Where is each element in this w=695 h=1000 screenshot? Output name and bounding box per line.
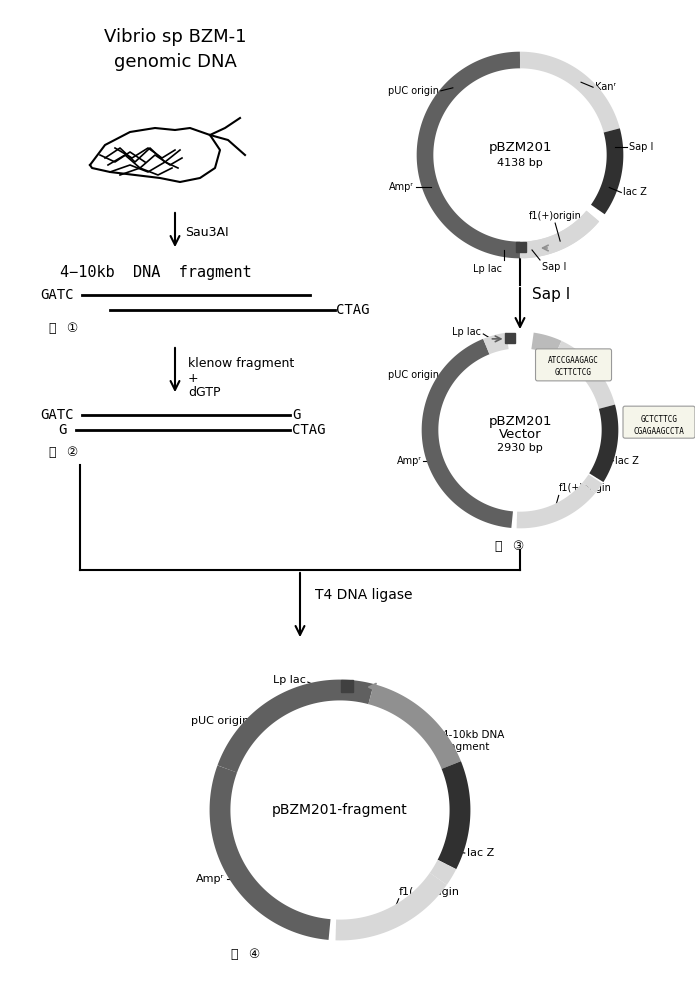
Text: Sau3AI: Sau3AI	[185, 226, 229, 238]
Bar	[341, 680, 353, 692]
Text: f1(+)origin: f1(+)origin	[559, 483, 612, 493]
Text: 图: 图	[494, 540, 502, 553]
Text: pUC origin: pUC origin	[388, 86, 439, 96]
Text: Sap I: Sap I	[542, 262, 566, 272]
Bar	[505, 333, 516, 343]
Text: Vector: Vector	[499, 428, 541, 442]
Text: pUC origin: pUC origin	[190, 716, 249, 726]
Text: Ampʳ: Ampʳ	[196, 874, 224, 884]
Text: pUC origin: pUC origin	[388, 370, 439, 380]
Text: lac Z: lac Z	[623, 187, 647, 197]
Text: lac Z: lac Z	[467, 848, 494, 858]
Text: Sap I: Sap I	[629, 142, 653, 152]
Text: Lp lac: Lp lac	[473, 264, 502, 274]
FancyBboxPatch shape	[536, 349, 612, 381]
Text: Lp lac: Lp lac	[273, 675, 306, 685]
Text: 图: 图	[48, 446, 56, 458]
Text: pBZM201: pBZM201	[489, 140, 552, 153]
Text: f1(+)origin: f1(+)origin	[399, 887, 459, 897]
Text: ①: ①	[66, 322, 77, 334]
Text: CTAG: CTAG	[292, 423, 325, 437]
Text: Ampʳ: Ampʳ	[389, 182, 414, 192]
Text: ④: ④	[248, 948, 259, 961]
Text: GCTCTTCG: GCTCTTCG	[641, 415, 678, 424]
Text: ③: ③	[512, 540, 523, 553]
Text: 图: 图	[230, 948, 238, 961]
Bar	[516, 242, 526, 252]
Text: klenow fragment: klenow fragment	[188, 357, 294, 369]
Text: f1(+)origin: f1(+)origin	[529, 211, 582, 221]
Text: pBZM201-fragment: pBZM201-fragment	[272, 803, 408, 817]
Text: Vibrio sp BZM-1
genomic DNA: Vibrio sp BZM-1 genomic DNA	[104, 28, 246, 71]
Text: GCTTCTCG: GCTTCTCG	[555, 368, 592, 377]
Text: Sap I: Sap I	[532, 288, 571, 302]
Text: T4 DNA ligase: T4 DNA ligase	[315, 588, 413, 602]
Text: +: +	[188, 371, 199, 384]
Text: dGTP: dGTP	[188, 385, 220, 398]
Text: G: G	[292, 408, 300, 422]
Text: 2930 bp: 2930 bp	[497, 443, 543, 453]
Text: pBZM201: pBZM201	[489, 416, 552, 428]
Text: 4138 bp: 4138 bp	[497, 158, 543, 168]
Text: 4−10kb  DNA  fragment: 4−10kb DNA fragment	[60, 265, 252, 280]
Text: ②: ②	[66, 446, 77, 458]
Text: CTAG: CTAG	[336, 303, 370, 317]
Text: GATC: GATC	[40, 408, 74, 422]
Text: G: G	[58, 423, 67, 437]
Text: Lp lac: Lp lac	[452, 327, 482, 337]
Text: Kanʳ: Kanʳ	[595, 82, 616, 92]
Text: lac Z: lac Z	[616, 456, 639, 466]
Text: GATC: GATC	[40, 288, 74, 302]
Text: Ampʳ: Ampʳ	[397, 456, 421, 466]
Text: ATCCGAAGAGC: ATCCGAAGAGC	[548, 356, 599, 365]
FancyBboxPatch shape	[623, 406, 695, 438]
Text: 4-10kb DNA
fragment: 4-10kb DNA fragment	[442, 730, 505, 752]
Text: CGAGAAGCCTA: CGAGAAGCCTA	[634, 427, 685, 436]
Text: 图: 图	[48, 322, 56, 334]
